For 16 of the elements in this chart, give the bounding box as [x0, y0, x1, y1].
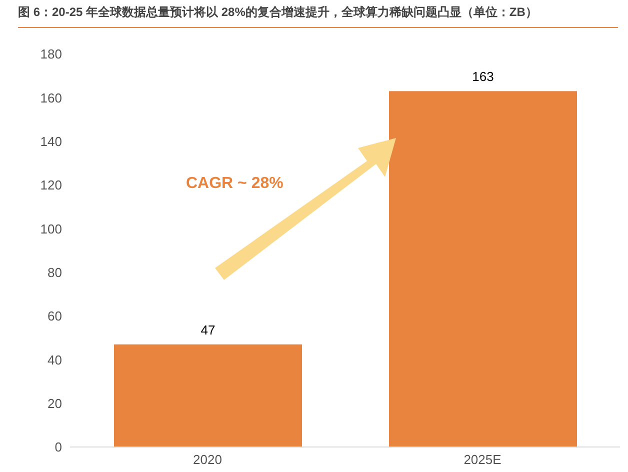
- y-tick-label: 60: [48, 308, 62, 324]
- y-tick-label: 80: [48, 264, 62, 280]
- data-label: 163: [472, 69, 494, 84]
- x-tick-label: 2025E: [464, 452, 502, 468]
- data-label: 47: [200, 322, 216, 338]
- x-tick-label: 2020: [193, 452, 222, 468]
- y-tick-label: 160: [40, 90, 62, 106]
- y-tick-label: 120: [40, 178, 62, 193]
- y-tick-label: 20: [48, 396, 62, 411]
- y-tick-label: 140: [40, 134, 62, 149]
- y-tick-label: 100: [40, 221, 62, 236]
- y-tick-label: 180: [40, 46, 62, 62]
- y-tick-label: 40: [48, 352, 62, 368]
- annotation: CAGR ~ 28%: [186, 175, 284, 193]
- y-tick-label: 0: [54, 440, 62, 455]
- chart-title: 图 6：20-25 年全球数据总量预计将以 28%的复合增速提升，全球算力稀缺问题凸显（单位：ZB）: [18, 4, 618, 28]
